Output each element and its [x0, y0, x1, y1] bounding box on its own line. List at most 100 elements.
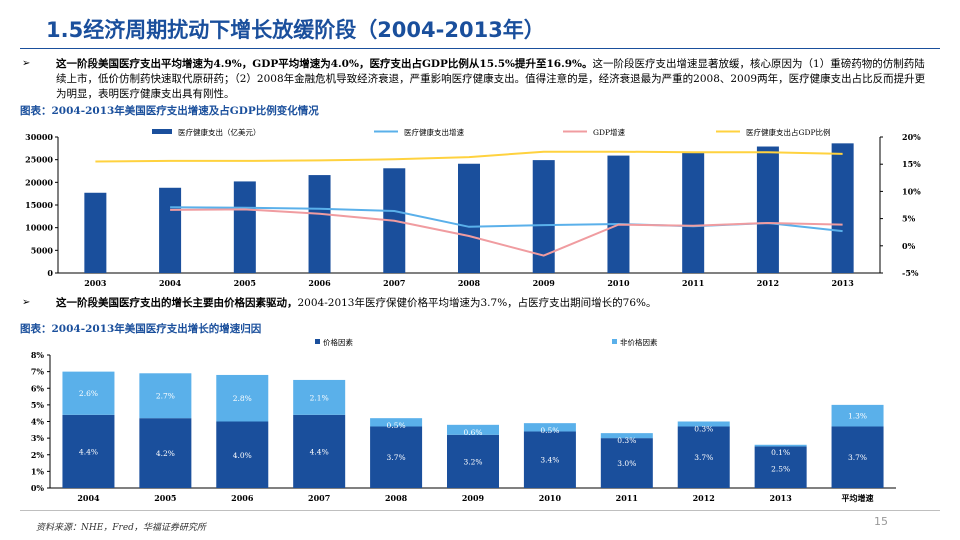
bar-nonprice-平均增速 [831, 404, 884, 427]
legend-label: 非价格因素 [620, 337, 658, 347]
x-tick-label: 2012 [757, 278, 779, 288]
bar-nonprice-2009 [447, 424, 499, 435]
bar-price-2013 [754, 446, 807, 488]
bar-price-平均增速 [831, 426, 884, 488]
left-tick-label: 10000 [25, 223, 53, 233]
x-tick-label: 2004 [159, 278, 182, 288]
bar-nonprice-2004 [62, 371, 115, 415]
label-price: 3.7% [694, 453, 713, 462]
label-nonprice: 1.3% [848, 412, 867, 421]
x-tick-label: 2013 [770, 493, 793, 503]
right-tick-label: 15% [902, 159, 921, 169]
x-tick-label: 2009 [533, 278, 556, 288]
chart-1-caption: 图表：2004-2013年美国医疗支出增速及占GDP比例变化情况 [20, 105, 319, 117]
label-price: 3.2% [463, 457, 482, 466]
bar-spending-2006 [308, 175, 331, 273]
source-note: 资料来源：NHE，Fred，华福证券研究所 [36, 523, 206, 533]
legend-label: 医疗健康支出占GDP比例 [746, 127, 831, 137]
right-tick-label: 20% [902, 132, 921, 142]
left-tick-label: 0 [47, 268, 53, 278]
bar-price-2006 [216, 421, 269, 488]
bullet-marker-2: ➢ [22, 297, 31, 308]
x-tick-label: 2011 [682, 278, 704, 288]
right-tick-label: -5% [902, 268, 919, 278]
legend-label: 价格因素 [323, 337, 353, 347]
x-tick-label: 2007 [308, 493, 330, 503]
bar-spending-2003 [84, 192, 107, 273]
label-price: 4.2% [156, 449, 175, 458]
bar-spending-2011 [682, 151, 705, 273]
bar-spending-2013 [831, 143, 854, 273]
bar-price-2004 [62, 414, 115, 488]
chart-2: 0% 1% 2% 3% 4% 5% 6% 7% 8% 4.4% 2.6% 2004 4.2% 2.7% 20… [31, 337, 896, 503]
x-tick-label: 2004 [77, 493, 100, 503]
bar-nonprice-2008 [370, 418, 423, 427]
bar-spending-2008 [458, 163, 480, 273]
legend-label: 医疗健康支出（亿美元） [178, 127, 261, 137]
bar-spending-2012 [756, 146, 779, 273]
label-price: 3.4% [540, 456, 559, 465]
bar-price-2011 [600, 438, 653, 488]
bar-spending-2010 [607, 155, 630, 273]
line-series-2 [95, 150, 843, 163]
y-tick-label: 7% [31, 367, 45, 377]
label-price: 3.7% [387, 453, 406, 462]
bar-price-2008 [370, 426, 423, 488]
bar-nonprice-2005 [139, 373, 192, 419]
bar-nonprice-2013 [754, 444, 807, 447]
bar-nonprice-2007 [293, 379, 346, 415]
bar-price-2012 [677, 426, 730, 488]
legend-label: GDP增速 [593, 127, 626, 137]
x-tick-label: 平均增速 [842, 493, 874, 503]
label-nonprice: 2.1% [310, 393, 329, 402]
bar-spending-2005 [233, 181, 256, 273]
legend-swatch [612, 339, 617, 344]
y-tick-label: 1% [31, 466, 45, 476]
paragraph-1: 这一阶段美国医疗支出平均增速为4.9%，GDP平均增速为4.0%，医疗支出占GD… [56, 57, 926, 102]
label-price: 3.0% [617, 459, 636, 468]
left-tick-label: 15000 [25, 200, 53, 210]
page-title: 1.5经济周期扰动下增长放缓阶段（2004-2013年） [46, 18, 545, 42]
paragraph-1-text: 这一阶段医疗支出增速显著放缓，核心原因为（1）重磅药物的仿制药陆续上市，低价仿制… [56, 58, 926, 100]
page-number: 15 [874, 515, 888, 528]
paragraph-2-bold: 这一阶段美国医疗支出的增长主要由价格因素驱动， [56, 297, 298, 309]
label-nonprice: 2.8% [233, 394, 252, 403]
y-tick-label: 4% [31, 417, 45, 427]
label-price: 4.0% [233, 451, 252, 460]
bar-nonprice-2010 [523, 423, 576, 432]
label-price: 4.4% [310, 447, 329, 456]
label-nonprice: 0.5% [540, 426, 559, 435]
x-tick-label: 2011 [616, 493, 638, 503]
left-tick-label: 25000 [25, 155, 53, 165]
label-nonprice: 0.3% [617, 436, 636, 445]
y-tick-label: 2% [31, 450, 45, 460]
x-tick-label: 2005 [154, 493, 176, 503]
paragraph-2: 这一阶段美国医疗支出的增长主要由价格因素驱动，2004-2013年医疗保健价格平… [56, 296, 926, 311]
bullet-marker-1: ➢ [22, 58, 31, 69]
x-tick-label: 2008 [385, 493, 408, 503]
right-tick-label: 5% [902, 214, 916, 224]
x-tick-label: 2003 [84, 278, 107, 288]
x-tick-label: 2013 [832, 278, 855, 288]
x-tick-label: 2009 [462, 493, 485, 503]
x-tick-label: 2010 [539, 493, 562, 503]
bar-price-2005 [139, 418, 192, 488]
right-tick-label: 0% [902, 241, 916, 251]
x-tick-label: 2012 [693, 493, 715, 503]
bar-spending-2004 [159, 187, 182, 273]
chart-2-caption: 图表：2004-2013年美国医疗支出增长的增速归因 [20, 323, 262, 335]
paragraph-2-text: 2004-2013年医疗保健价格平均增速为3.7%，占医疗支出期间增长的76%。 [297, 297, 657, 309]
x-tick-label: 2005 [234, 278, 256, 288]
bar-nonprice-2006 [216, 374, 269, 422]
footer-divider [20, 510, 940, 511]
left-tick-label: 30000 [25, 132, 53, 142]
right-tick-label: 10% [902, 186, 921, 196]
label-nonprice: 0.1% [771, 448, 790, 457]
label-nonprice: 0.6% [463, 428, 482, 437]
y-tick-label: 0% [31, 483, 45, 493]
label-nonprice: 0.3% [694, 425, 713, 434]
label-nonprice: 2.6% [79, 389, 98, 398]
y-tick-label: 8% [31, 350, 45, 360]
x-tick-label: 2007 [383, 278, 405, 288]
chart-1: 0 5000 10000 15000 20000 25000 30000 -5% 0% 5% 10%… [25, 127, 921, 288]
